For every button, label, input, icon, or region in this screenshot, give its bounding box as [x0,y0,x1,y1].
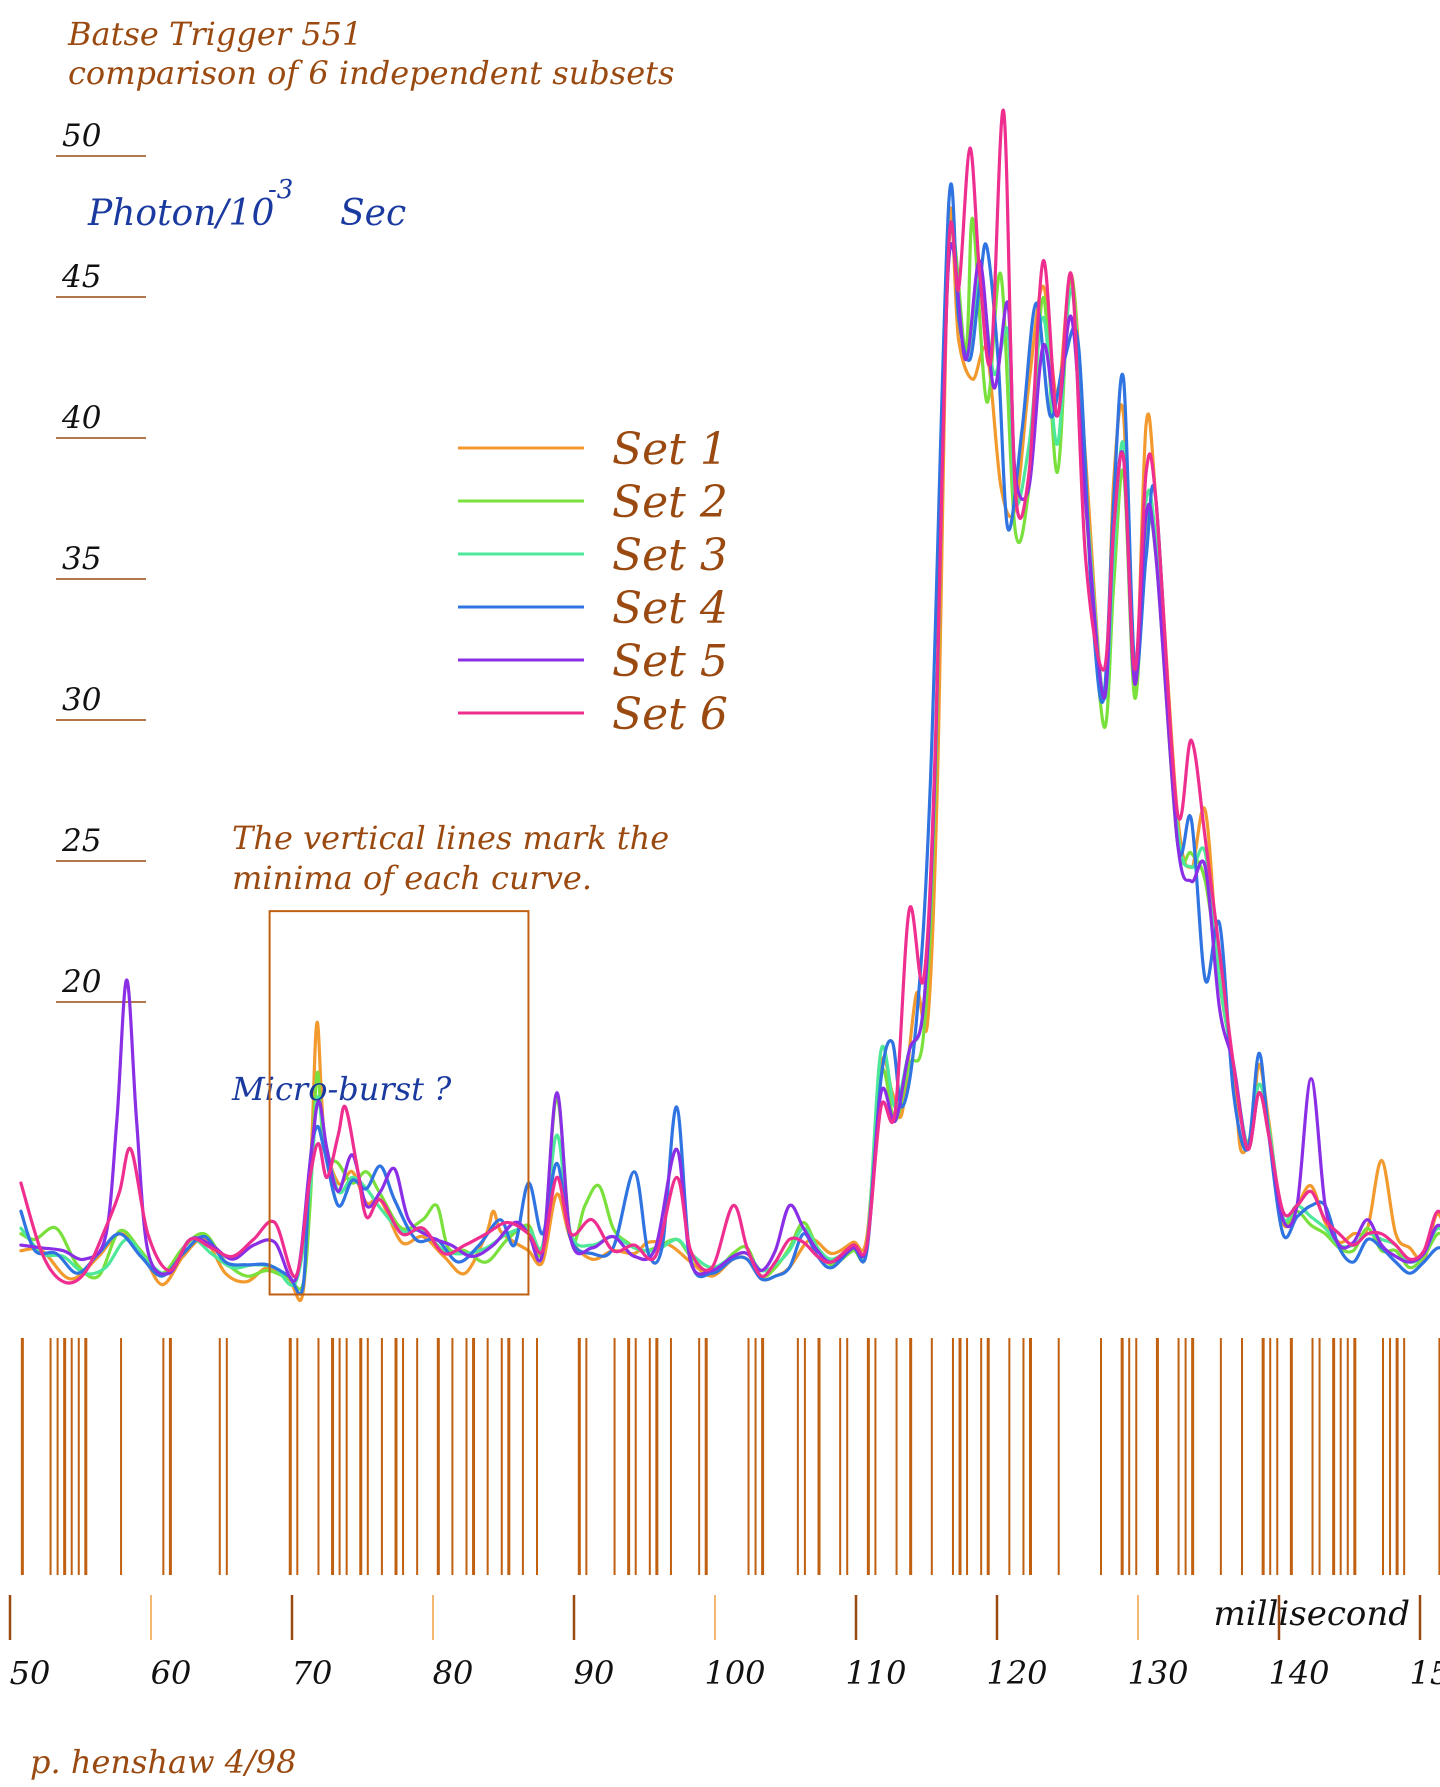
x-tick-label: 70 [292,1654,333,1692]
micro-burst-annotation: Micro-burst ? [231,1070,452,1108]
legend-label: Set 4 [612,583,728,634]
chart-subtitle: comparison of 6 independent subsets [68,54,674,92]
y-tick-label: 40 [61,400,101,436]
micro-burst-box [268,910,530,1296]
y-tick-label: 30 [62,682,101,718]
chart-title: Batse Trigger 551 [67,15,362,53]
x-tick-label: 80 [433,1654,474,1692]
note-line-2: minima of each curve. [232,859,592,897]
series-line-1 [19,206,1440,1303]
x-tick-label: 150 [1409,1654,1440,1692]
legend-label: Set 5 [612,636,728,687]
x-tick-label: 140 [1268,1654,1329,1692]
x-axis-label: millisecond [1214,1594,1410,1634]
y-axis-label: Photon/10 -3 Sec [87,175,406,234]
x-tick-label: 50 [10,1654,51,1692]
x-tick-label: 120 [986,1654,1047,1692]
y-axis-label-main: Photon/10 [87,193,274,234]
y-tick-label: 20 [61,964,101,1000]
x-tick-label: 110 [845,1654,906,1692]
legend-label: Set 1 [612,424,728,475]
legend-label: Set 6 [612,689,728,740]
series-line-3 [19,242,1440,1287]
y-axis: 50 45 40 35 30 25 20 [56,118,146,1003]
y-tick-label: 45 [61,259,101,295]
y-axis-label-tail: Sec [340,193,406,234]
minima-lines [20,1338,1440,1575]
series-line-5 [19,242,1440,1283]
x-tick-label: 130 [1127,1654,1188,1692]
x-tick-label: 100 [704,1654,765,1692]
y-axis-label-exponent: -3 [268,175,293,205]
legend-label: Set 2 [612,477,728,528]
series-line-4 [19,182,1440,1296]
note-line-1: The vertical lines mark the [232,819,669,857]
x-axis: 50 60 70 80 90 100 110 120 130 140 150 [8,1595,1440,1692]
series-lines [19,108,1440,1303]
y-tick-label: 25 [61,823,101,859]
y-tick-label: 50 [62,118,101,154]
y-tick-label: 35 [62,541,101,577]
footer-credit: p. henshaw 4/98 [30,1743,297,1781]
series-line-2 [19,216,1440,1291]
legend-label: Set 3 [612,530,728,581]
series-line-6 [19,108,1440,1285]
x-tick-label: 60 [151,1654,192,1692]
x-tick-label: 90 [574,1654,615,1692]
